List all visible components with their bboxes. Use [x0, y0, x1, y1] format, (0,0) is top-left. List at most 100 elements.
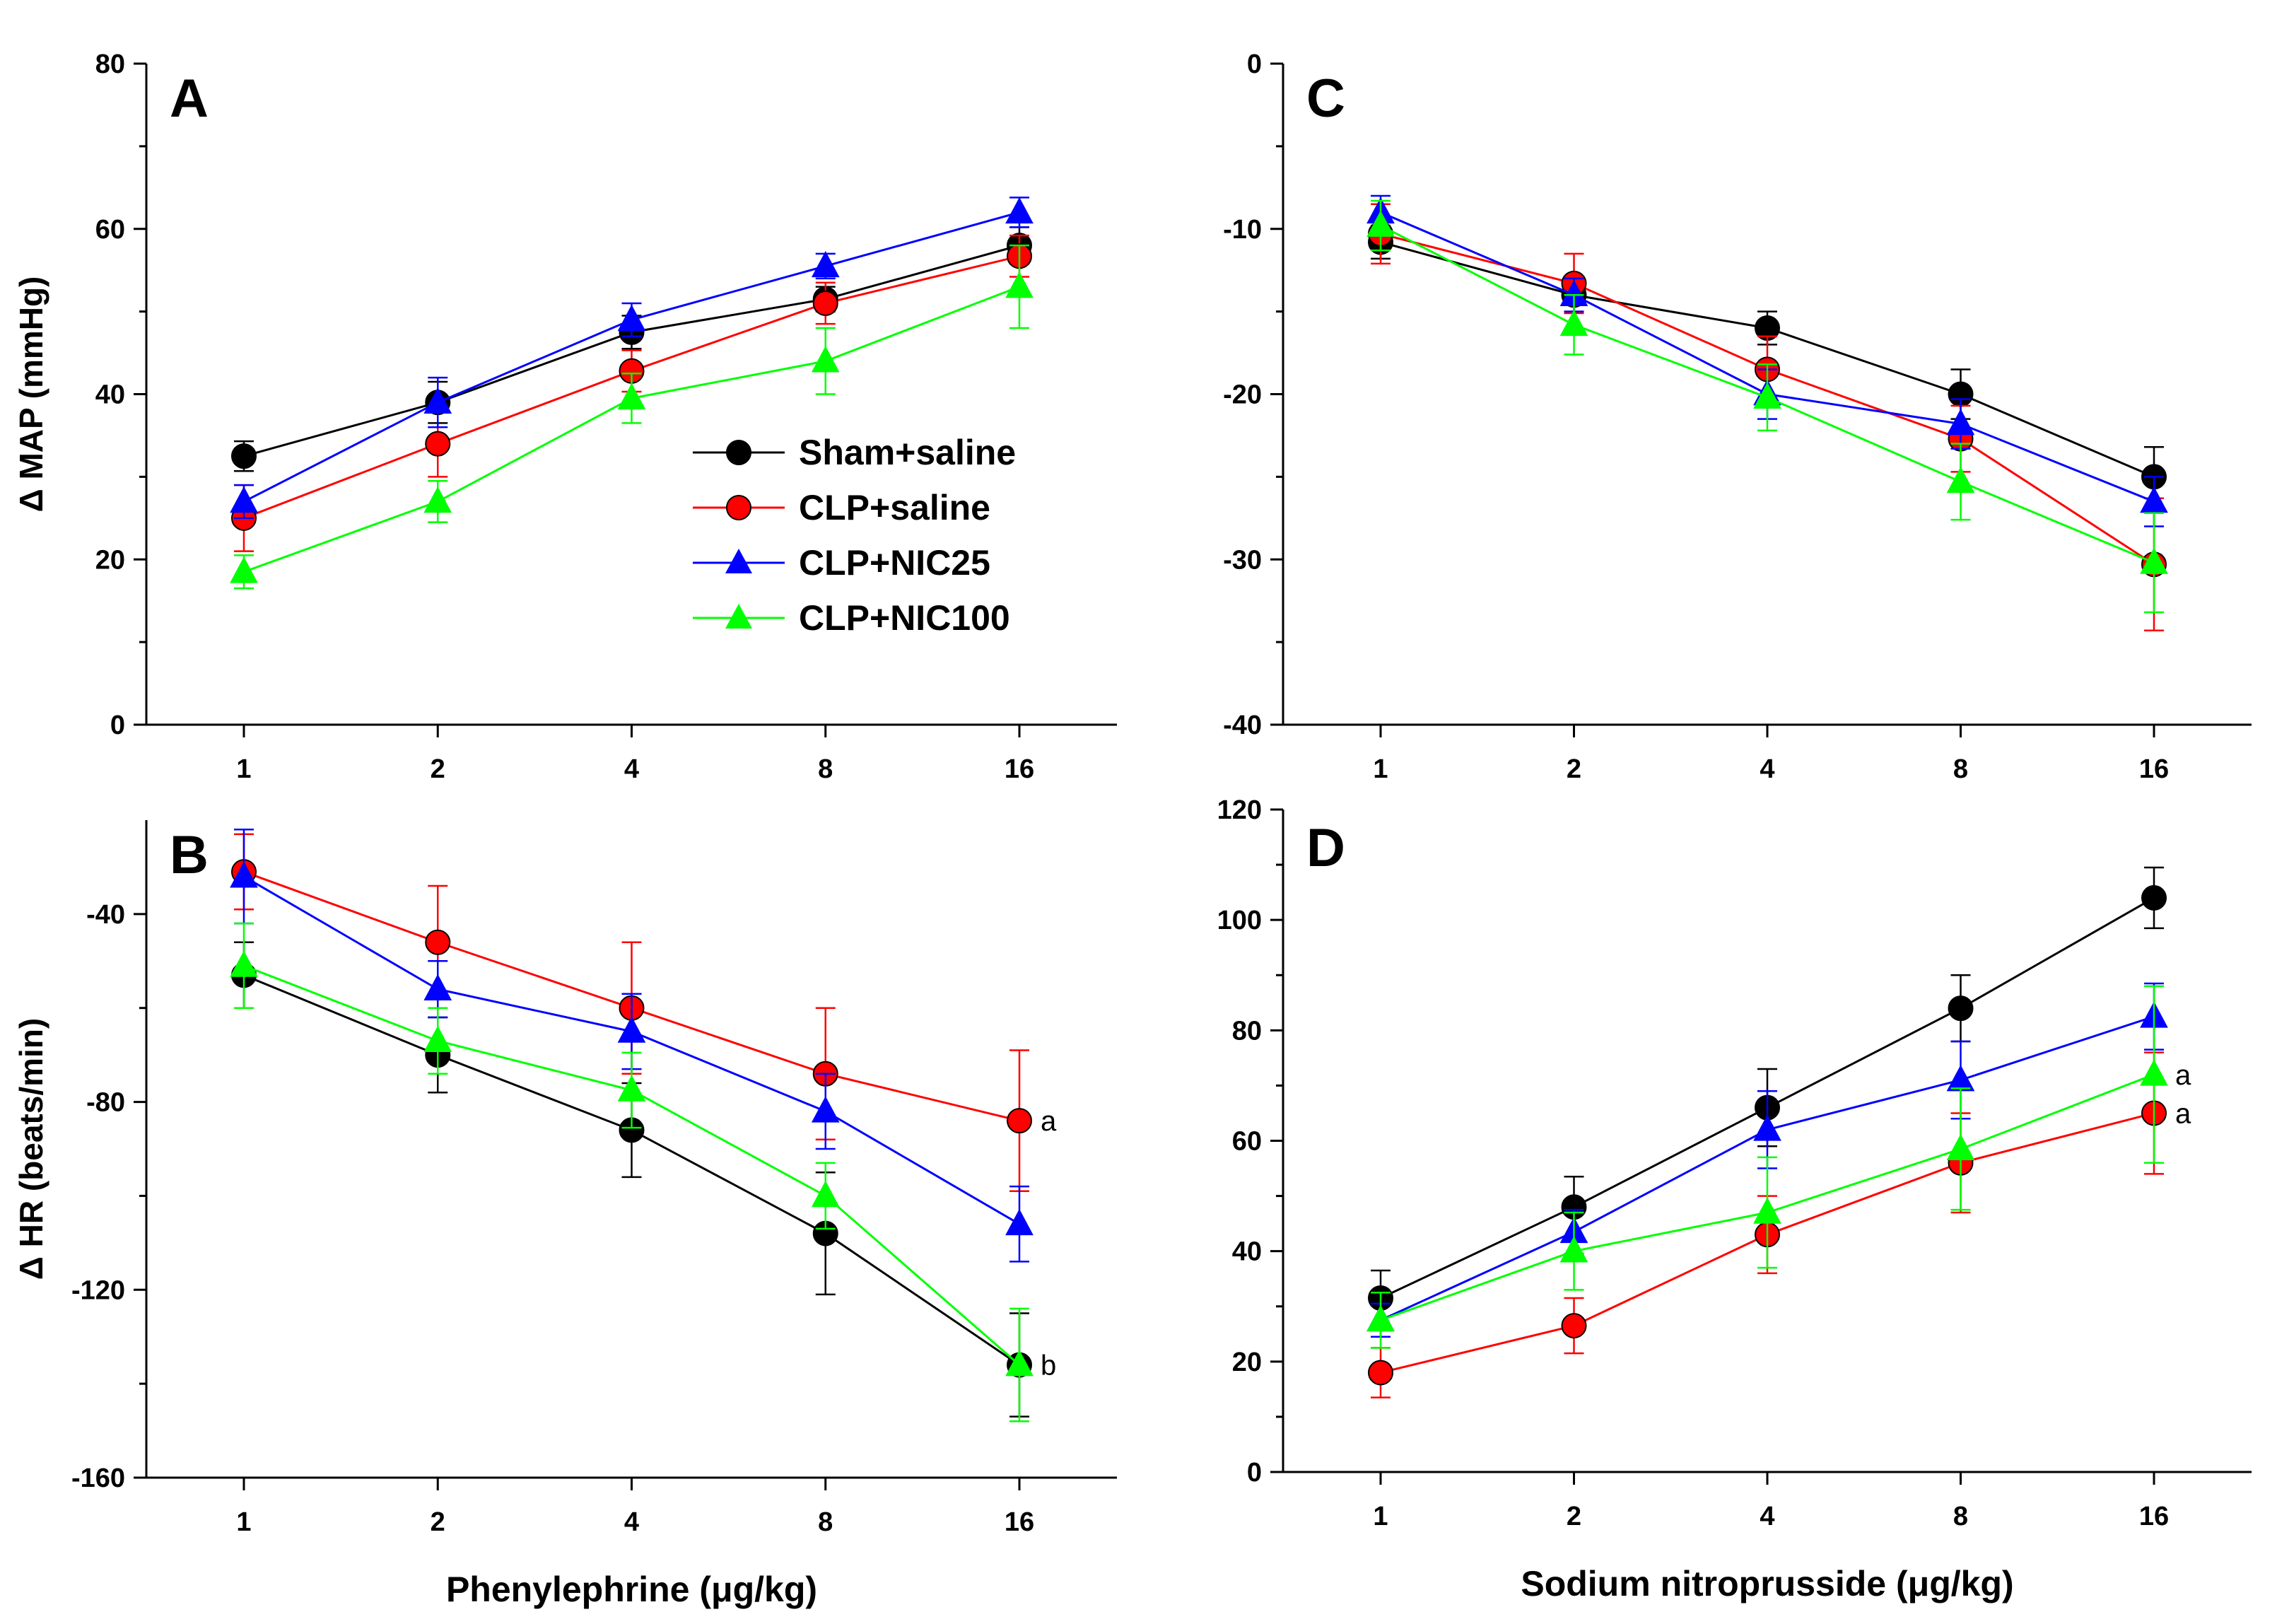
- significance-annotation: a: [2175, 1098, 2191, 1129]
- panel-letter: A: [170, 69, 209, 129]
- data-point: [423, 486, 452, 513]
- x-tick-label: 4: [1760, 1502, 1774, 1531]
- data-point: [1561, 1313, 1587, 1339]
- series-clp-nic100: [230, 244, 1034, 590]
- x-tick-label: 8: [1953, 1502, 1968, 1531]
- legend-label: Sham+saline: [799, 433, 1016, 472]
- data-point: [1753, 1114, 1781, 1141]
- data-point: [617, 1016, 646, 1043]
- legend-entry: CLP+NIC100: [693, 598, 1010, 638]
- y-tick-label: 0: [1247, 49, 1262, 79]
- legend-marker: [725, 604, 752, 629]
- legend-label: CLP+NIC25: [799, 543, 990, 583]
- data-point: [2140, 486, 2168, 513]
- x-axis-label: Sodium nitroprusside (μg/kg): [1521, 1564, 2013, 1603]
- y-tick-label: 20: [95, 545, 125, 575]
- panel-letter: B: [170, 825, 209, 885]
- data-point: [2141, 884, 2167, 911]
- y-tick-label: -120: [71, 1275, 125, 1305]
- y-tick-label: 80: [95, 49, 125, 79]
- legend-label: CLP+NIC100: [799, 598, 1010, 638]
- legend-marker: [725, 549, 752, 573]
- y-tick-label: -160: [71, 1464, 125, 1493]
- y-tick-label: 40: [95, 380, 125, 410]
- y-tick-label: 40: [1232, 1237, 1262, 1267]
- data-point: [811, 346, 840, 373]
- data-point: [1946, 466, 1975, 493]
- data-point: [617, 1075, 646, 1102]
- y-tick-label: 0: [110, 711, 125, 740]
- y-tick-label: 100: [1217, 906, 1262, 935]
- y-tick-label: -10: [1223, 215, 1262, 245]
- y-tick-label: 120: [1217, 795, 1262, 825]
- data-point: [425, 929, 451, 955]
- data-point: [231, 443, 257, 469]
- data-point: [1753, 1197, 1781, 1224]
- x-axis-label: Phenylephrine (μg/kg): [446, 1570, 817, 1609]
- x-tick-label: 16: [2139, 754, 2169, 784]
- data-point: [1366, 210, 1395, 237]
- data-point: [1366, 1304, 1395, 1332]
- y-tick-label: 60: [95, 215, 125, 245]
- data-point: [1946, 1133, 1975, 1161]
- data-point: [617, 304, 646, 332]
- series-clp-nic100: [1366, 985, 2168, 1349]
- y-tick-label: -80: [86, 1088, 125, 1118]
- data-point: [1005, 1208, 1034, 1236]
- x-tick-label: 8: [818, 1507, 833, 1537]
- series-clp-nic25: [230, 829, 1034, 1263]
- data-point: [423, 387, 452, 414]
- significance-annotation: b: [1041, 1350, 1056, 1381]
- legend-marker: [726, 440, 751, 465]
- data-point: [423, 974, 452, 1000]
- panel-letter: D: [1306, 818, 1345, 878]
- data-point: [230, 556, 258, 583]
- x-tick-label: 16: [2139, 1502, 2169, 1531]
- data-point: [1368, 1360, 1393, 1386]
- data-point: [811, 250, 840, 278]
- data-point: [230, 861, 258, 888]
- x-tick-label: 2: [1567, 754, 1581, 784]
- data-point: [1005, 271, 1034, 298]
- legend-entry: CLP+saline: [693, 488, 990, 527]
- data-point: [230, 950, 258, 977]
- legend-entry: Sham+saline: [693, 433, 1016, 472]
- y-axis-label: Δ HR (beats/min): [13, 1018, 49, 1280]
- data-point: [617, 382, 646, 410]
- legend-entry: CLP+NIC25: [693, 543, 990, 583]
- data-point: [1559, 1236, 1588, 1263]
- x-tick-label: 4: [624, 754, 639, 784]
- x-tick-label: 8: [1953, 754, 1968, 784]
- data-point: [2140, 1059, 2168, 1086]
- data-point: [1946, 1065, 1975, 1092]
- x-tick-label: 16: [1005, 754, 1034, 784]
- data-point: [1005, 197, 1034, 224]
- x-tick-label: 4: [1760, 754, 1774, 784]
- data-point: [423, 1025, 452, 1053]
- x-tick-label: 8: [818, 754, 833, 784]
- x-tick-label: 2: [431, 1507, 445, 1537]
- data-point: [1005, 1350, 1034, 1377]
- data-point: [1559, 309, 1588, 337]
- data-point: [1753, 382, 1781, 409]
- y-tick-label: 0: [1247, 1458, 1262, 1488]
- x-tick-label: 1: [236, 754, 251, 784]
- y-tick-label: 20: [1232, 1348, 1262, 1377]
- series-clp-nic100: [1366, 199, 2168, 614]
- y-tick-label: -30: [1223, 545, 1262, 575]
- series-clp-nic100: [230, 922, 1034, 1423]
- y-tick-label: 60: [1232, 1127, 1262, 1157]
- panel-a: 0 20 40 60 80 1 2 4 8 16 A Δ MAP (mmHg): [13, 49, 1117, 784]
- data-point: [1007, 1108, 1032, 1134]
- data-point: [1946, 409, 1975, 436]
- x-tick-label: 1: [1373, 1502, 1388, 1531]
- panel-c: -40 -30 -20 -10 0 1 2 4 8 16 C: [1223, 49, 2252, 784]
- y-axis-label: Δ MAP (mmHg): [13, 276, 49, 513]
- panel-letter: C: [1306, 69, 1345, 129]
- data-point: [2140, 547, 2168, 574]
- x-tick-label: 1: [236, 1507, 251, 1537]
- data-point: [811, 1180, 840, 1208]
- data-point: [811, 1096, 840, 1123]
- x-tick-label: 2: [431, 754, 445, 784]
- legend-marker: [726, 495, 751, 520]
